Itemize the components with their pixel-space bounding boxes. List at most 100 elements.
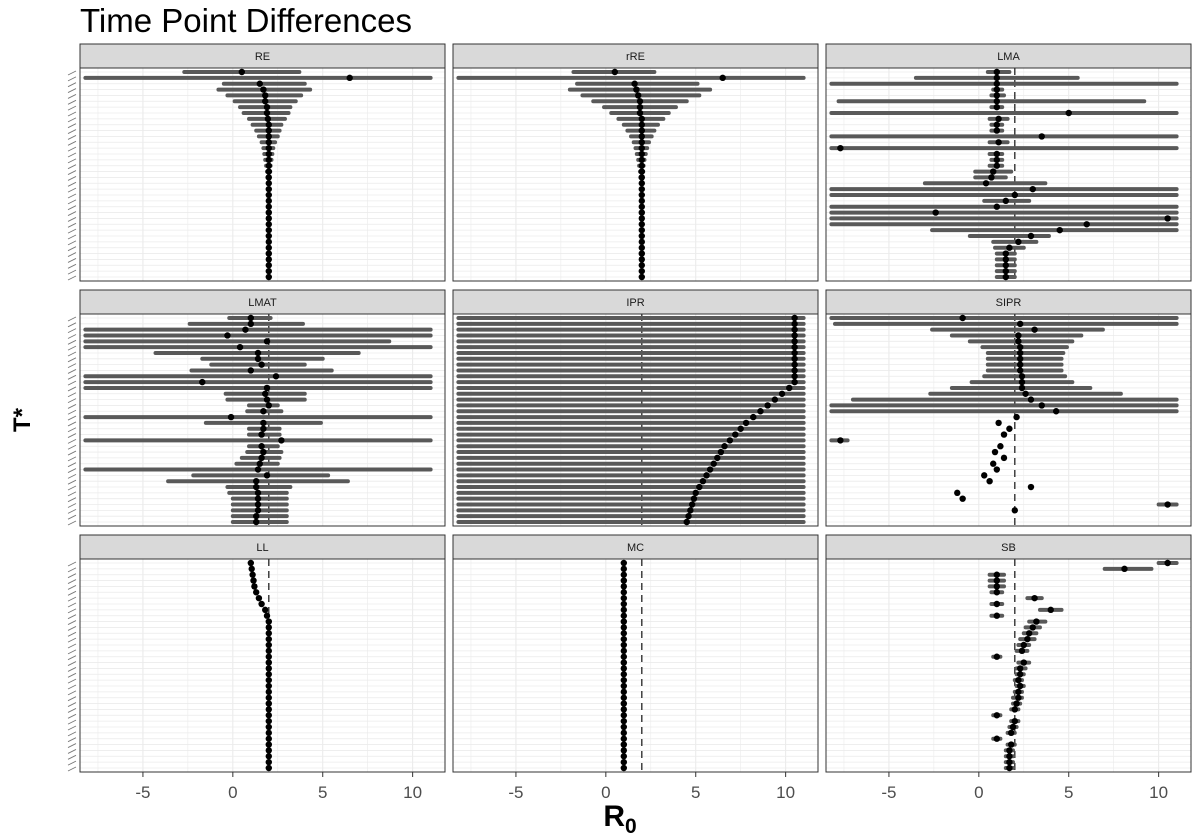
- panel-border: [825, 313, 1192, 527]
- estimate-point: [265, 764, 272, 772]
- estimate-point: [737, 425, 744, 432]
- y-tick-label: [67, 357, 77, 363]
- y-tick-label: [67, 328, 77, 334]
- estimate-point: [1027, 483, 1035, 491]
- estimate-point: [1006, 244, 1013, 251]
- estimate-point: [1083, 221, 1090, 228]
- panel-background: [826, 314, 1191, 526]
- estimate-point: [265, 682, 272, 690]
- estimate-point: [265, 758, 272, 766]
- estimate-point: [620, 577, 628, 584]
- estimate-point: [261, 98, 269, 105]
- estimate-point: [265, 174, 272, 181]
- estimate-point: [959, 495, 966, 502]
- estimate-point: [620, 641, 628, 649]
- estimate-point: [265, 127, 272, 134]
- panel-label: IPR: [626, 297, 644, 309]
- estimate-point: [620, 747, 628, 754]
- estimate-point: [993, 712, 1001, 719]
- y-tick-label: [67, 322, 77, 328]
- estimate-point: [991, 448, 999, 456]
- estimate-point: [1015, 688, 1022, 696]
- estimate-point: [265, 753, 272, 760]
- estimate-point: [260, 408, 267, 415]
- estimate-point: [265, 635, 272, 643]
- estimate-point: [265, 706, 272, 713]
- estimate-point: [1016, 682, 1024, 690]
- estimate-point: [791, 373, 798, 380]
- y-tick-label: [67, 275, 77, 281]
- estimate-point: [265, 197, 272, 205]
- y-tick-label: [67, 637, 77, 643]
- y-tick-label: [67, 696, 77, 702]
- estimate-point: [982, 180, 990, 187]
- estimate-point: [620, 735, 628, 742]
- y-tick-label: [67, 631, 77, 637]
- estimate-point: [1016, 665, 1024, 672]
- estimate-point: [620, 659, 628, 666]
- panel-border: [825, 558, 1192, 773]
- estimate-point: [620, 618, 628, 625]
- y-tick-labels: [67, 561, 77, 772]
- estimate-point: [633, 86, 640, 93]
- y-tick-label: [67, 661, 77, 666]
- estimate-point: [620, 665, 628, 672]
- estimate-point: [1018, 647, 1026, 655]
- x-tick-label: 5: [318, 783, 327, 802]
- estimate-point: [683, 518, 690, 526]
- estimate-point: [1016, 671, 1024, 678]
- y-tick-label: [67, 398, 77, 404]
- y-tick-label: [67, 345, 77, 351]
- panel-label: RE: [255, 51, 270, 63]
- y-tick-label: [67, 514, 77, 520]
- panel-strip: [452, 43, 819, 69]
- y-tick-label: [67, 760, 77, 766]
- estimate-point: [260, 86, 267, 93]
- estimate-point: [771, 396, 779, 403]
- estimate-point: [254, 495, 262, 502]
- estimate-point: [265, 630, 272, 637]
- estimate-point: [265, 150, 272, 158]
- estimate-point: [265, 185, 272, 193]
- chart-title: Time Point Differences: [80, 2, 412, 39]
- y-tick-label: [67, 602, 77, 608]
- estimate-point: [620, 694, 628, 701]
- estimate-point: [1016, 343, 1024, 351]
- estimate-point: [993, 653, 1001, 660]
- y-tick-label: [67, 351, 77, 357]
- x-tick-label: -5: [881, 783, 896, 802]
- estimate-point: [265, 729, 272, 737]
- estimate-point: [620, 565, 628, 573]
- y-tick-label: [67, 561, 77, 567]
- estimate-point: [278, 437, 285, 444]
- estimate-point: [611, 68, 619, 76]
- estimate-point: [993, 121, 1001, 128]
- y-axis-title: T*: [9, 407, 36, 432]
- estimate-point: [265, 232, 272, 240]
- y-tick-label: [67, 228, 77, 234]
- estimate-point: [265, 209, 272, 216]
- estimate-point: [690, 495, 698, 502]
- y-tick-label: [67, 719, 77, 725]
- estimate-point: [620, 635, 628, 643]
- y-tick-label: [67, 252, 77, 257]
- panel-label: rRE: [626, 51, 645, 63]
- estimate-point: [1002, 267, 1010, 275]
- estimate-point: [620, 741, 628, 748]
- estimate-point: [265, 747, 272, 754]
- estimate-point: [1006, 747, 1013, 754]
- estimate-point: [265, 273, 272, 281]
- y-tick-label: [67, 456, 77, 462]
- y-tick-label: [67, 444, 77, 450]
- estimate-point: [1015, 694, 1022, 701]
- estimate-point: [696, 483, 703, 491]
- estimate-point: [254, 501, 262, 508]
- y-tick-label: [67, 649, 77, 655]
- panel-mc: MC: [452, 534, 819, 773]
- estimate-point: [837, 144, 844, 152]
- estimate-point: [1016, 320, 1024, 328]
- estimate-point: [620, 606, 628, 614]
- estimate-point: [263, 612, 271, 619]
- y-tick-label: [67, 99, 77, 105]
- estimate-point: [265, 653, 272, 660]
